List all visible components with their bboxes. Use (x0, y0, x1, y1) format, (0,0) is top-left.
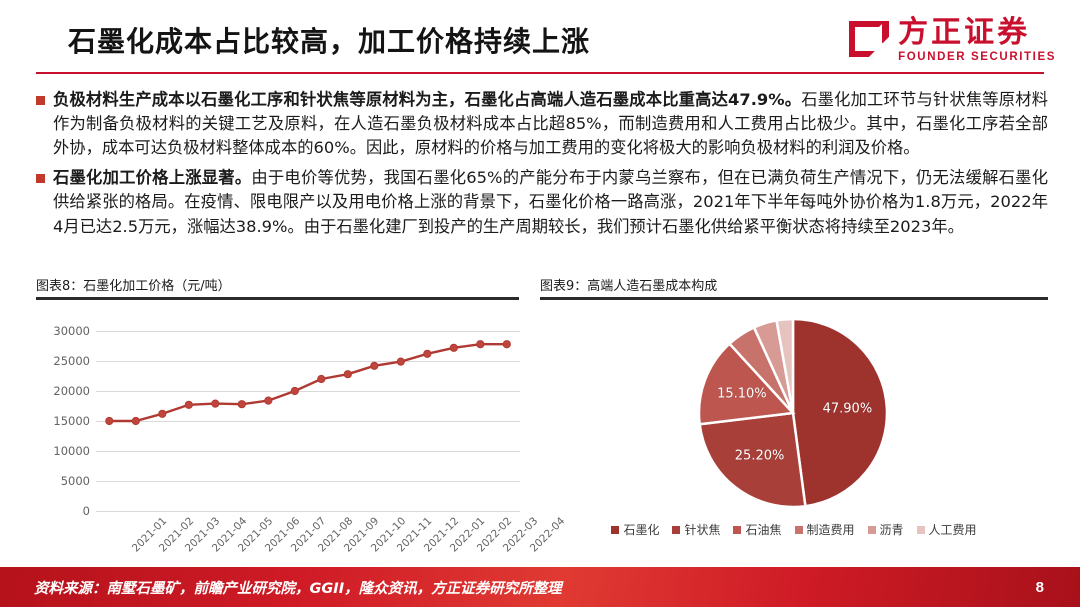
chart-caption-left-rule (36, 297, 519, 300)
slide-header: 石墨化成本占比较高，加工价格持续上涨 方正证券 FOUNDER SECURITI… (0, 0, 1080, 78)
bullet-body-1: 石墨化加工环节与针状焦等原材料作为制备负极材料的关键工艺及原料，在人造石墨负极材… (53, 90, 1048, 158)
line-chart-x-axis: 2021-01 2021-02 2021-03 2021-04 2021-05 2021-… (96, 515, 567, 575)
legend-swatch-icon (916, 525, 925, 534)
legend-swatch-icon (672, 525, 681, 534)
line-chart-y-axis: 0 5000 10000 15000 20000 25000 30000 (36, 324, 94, 518)
pie-slices (697, 317, 889, 509)
legend-label: 针状焦 (684, 523, 721, 537)
bullet-square-icon (36, 174, 45, 184)
legend-label: 石油焦 (745, 523, 782, 537)
gridline (96, 391, 520, 392)
gridline (96, 421, 520, 422)
line-series (105, 340, 511, 426)
pie-chart-plot-area: 47.90% 25.20% 15.10% (695, 315, 891, 511)
gridline (96, 511, 520, 512)
logo-chinese-name: 方正证券 (898, 16, 1031, 49)
bullet-lead-1: 负极材料生产成本以石墨化工序和针状焦等原材料为主，石墨化占高端人造石墨成本比重高… (53, 90, 802, 109)
logo-english-name: FOUNDER SECURITIES (898, 51, 1056, 63)
legend-swatch-icon (733, 525, 742, 534)
founder-logo-mark-icon (849, 20, 890, 61)
legend-label: 制造费用 (806, 523, 855, 537)
legend-label: 人工费用 (928, 523, 977, 537)
legend-item[interactable]: 石油焦 (733, 521, 782, 538)
y-tick-label: 30000 (53, 324, 90, 338)
chart-caption-right: 图表9：高端人造石墨成本构成 (540, 279, 718, 294)
gridline (96, 481, 520, 482)
line-chart-graphitization-price: 0 5000 10000 15000 20000 25000 30000 2021-01 20… (36, 305, 567, 560)
body-content: 负极材料生产成本以石墨化工序和针状焦等原材料为主，石墨化占高端人造石墨成本比重高… (36, 88, 1048, 245)
bullet-item: 石墨化加工价格上涨显著。由于电价等优势，我国石墨化65%的产能分布于内蒙乌兰察布… (36, 166, 1048, 238)
pie-slice (697, 341, 796, 426)
legend-label: 石墨化 (623, 523, 660, 537)
gridline (96, 331, 520, 332)
legend-swatch-icon (794, 525, 803, 534)
line-chart-plot-area (96, 331, 520, 512)
bullet-lead-2: 石墨化加工价格上涨显著。 (53, 168, 252, 188)
title-divider (36, 72, 1044, 74)
gridline (96, 451, 520, 452)
pie-slice (775, 317, 795, 414)
bullet-paragraph-2: 石墨化加工价格上涨显著。由于电价等优势，我国石墨化65%的产能分布于内蒙乌兰察布… (53, 166, 1048, 238)
y-tick-label: 5000 (60, 474, 90, 488)
legend-item[interactable]: 人工费用 (916, 521, 977, 538)
legend-label: 沥青 (879, 523, 904, 537)
pie-slice (698, 411, 807, 509)
legend-swatch-icon (867, 525, 876, 534)
y-tick-label: 20000 (53, 384, 90, 398)
legend-item[interactable]: 石墨化 (611, 521, 659, 538)
legend-item[interactable]: 沥青 (867, 521, 904, 538)
y-tick-label: 0 (82, 504, 90, 518)
pie-chart-cost-structure: 47.90% 25.20% 15.10% 石墨化 针状焦 石油焦 制造费用 沥青 人工费用 (540, 305, 1048, 560)
bullet-body-2: 由于电价等优势，我国石墨化65%的产能分布于内蒙乌兰察布，但在已满负荷生产情况下… (53, 168, 1048, 236)
gridline (96, 361, 520, 362)
legend-swatch-icon (611, 525, 620, 534)
footer-source-text: 资料来源：南墅石墨矿，前瞻产业研究院，GGII，隆众资讯，方正证券研究所整理 (34, 580, 562, 597)
y-tick-label: 10000 (53, 444, 90, 458)
pie-value-label: 15.10% (717, 386, 767, 402)
company-logo: 方正证券 FOUNDER SECURITIES (849, 18, 1056, 64)
slide-footer: 资料来源：南墅石墨矿，前瞻产业研究院，GGII，隆众资讯，方正证券研究所整理 8 (0, 567, 1080, 607)
legend-item[interactable]: 针状焦 (672, 521, 720, 538)
y-tick-label: 15000 (53, 414, 90, 428)
bullet-square-icon (36, 96, 45, 105)
chart-caption-right-rule (540, 297, 1048, 300)
bullet-item: 负极材料生产成本以石墨化工序和针状焦等原材料为主，石墨化占高端人造石墨成本比重高… (36, 88, 1048, 160)
y-tick-label: 25000 (53, 354, 90, 368)
pie-value-label: 25.20% (734, 448, 785, 464)
bullet-paragraph-1: 负极材料生产成本以石墨化工序和针状焦等原材料为主，石墨化占高端人造石墨成本比重高… (53, 88, 1048, 160)
chart-caption-left: 图表8：石墨化加工价格（元/吨） (36, 279, 231, 294)
page-title: 石墨化成本占比较高，加工价格持续上涨 (68, 26, 591, 57)
pie-slice (791, 317, 889, 508)
legend-item[interactable]: 制造费用 (794, 521, 855, 538)
pie-value-label: 47.90% (822, 401, 873, 417)
pie-chart-legend: 石墨化 针状焦 石油焦 制造费用 沥青 人工费用 (540, 521, 1048, 538)
footer-page-number: 8 (1035, 578, 1044, 596)
